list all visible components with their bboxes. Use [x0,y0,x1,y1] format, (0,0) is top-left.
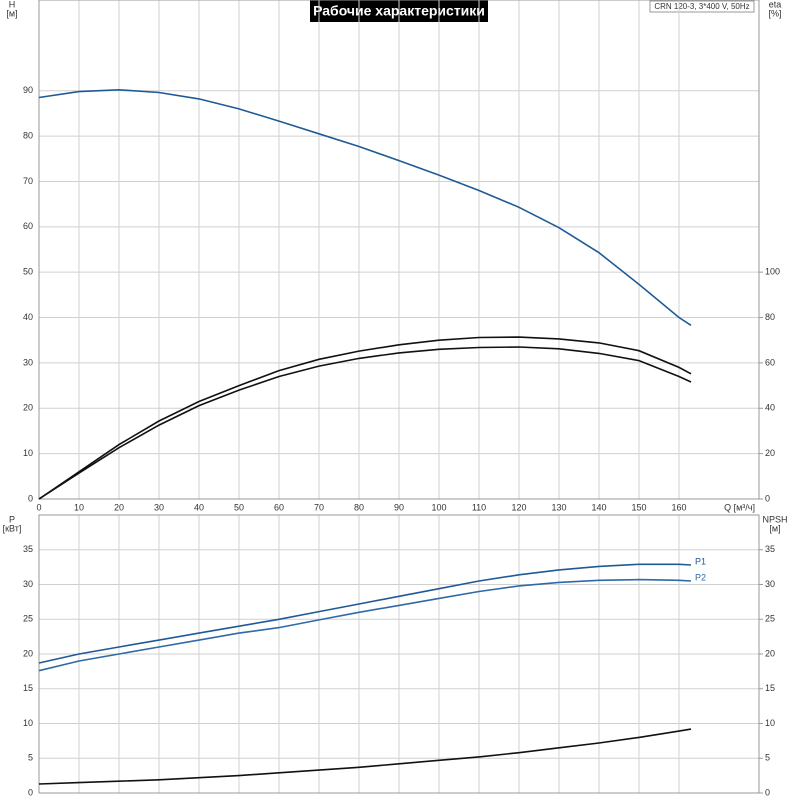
plot-frame [38,514,760,794]
y2-tick-label: 80 [765,312,775,322]
y-tick-label: 5 [28,753,33,763]
x-tick-label: 150 [631,502,646,512]
y2-tick-label: 60 [765,357,775,367]
y-tick-label: 50 [23,267,33,277]
y2-tick-label: 5 [765,753,770,763]
x-tick-label: 20 [114,502,124,512]
y-tick-label: 30 [23,579,33,589]
x-tick-label: 120 [511,502,526,512]
y-tick-label: 25 [23,614,33,624]
x-tick-label: 90 [394,502,404,512]
y2-tick-label: 10 [765,718,775,728]
curve [38,346,692,500]
x-tick-label: 160 [671,502,686,512]
note-box [649,0,755,13]
x-label: Q [м³/ч] [724,502,755,512]
y-tick-label: 35 [23,544,33,554]
y2-tick-label: 30 [765,579,775,589]
y-tick-label: 10 [23,448,33,458]
y2-tick-label: 25 [765,614,775,624]
series-label: P1 [695,556,706,566]
y2-label-unit: [%] [768,8,781,18]
y-tick-label: 0 [28,787,33,797]
x-tick-label: 70 [314,502,324,512]
y-tick-label: 0 [28,493,33,503]
y2-tick-label: 20 [765,648,775,658]
x-tick-label: 40 [194,502,204,512]
y-tick-label: 70 [23,176,33,186]
y2-tick-label: 0 [765,493,770,503]
y-tick-label: 20 [23,648,33,658]
y-tick-label: 10 [23,718,33,728]
y-tick-label: 20 [23,403,33,413]
plot-frame [38,0,760,500]
curve [38,728,692,785]
y-tick-label: 40 [23,312,33,322]
x-tick-label: 0 [36,502,41,512]
y2-tick-label: 0 [765,787,770,797]
x-tick-label: 30 [154,502,164,512]
y2-tick-label: 35 [765,544,775,554]
y-label-unit: [кВт] [3,523,22,533]
curve [38,336,692,500]
x-tick-label: 140 [591,502,606,512]
y-tick-label: 80 [23,130,33,140]
x-tick-label: 110 [472,502,486,512]
curve [38,563,692,664]
y-label: H [9,0,16,9]
x-tick-label: 80 [354,502,364,512]
x-tick-label: 50 [234,502,244,512]
curve [38,578,692,672]
y-tick-label: 30 [23,357,33,367]
series-label: P2 [695,572,706,582]
x-tick-label: 130 [551,502,566,512]
note: CRN 120-3, 3*400 V, 50Hz [654,2,749,11]
x-tick-label: 100 [431,502,446,512]
y2-tick-label: 15 [765,683,775,693]
y-label-unit: [м] [6,8,17,18]
curve [38,88,692,326]
x-tick-label: 60 [274,502,284,512]
y-tick-label: 60 [23,221,33,231]
y-tick-label: 90 [23,85,33,95]
y2-tick-label: 40 [765,403,775,413]
y-tick-label: 15 [23,683,33,693]
y2-label-unit: [м] [769,523,780,533]
y2-tick-label: 20 [765,448,775,458]
y2-label: eta [769,0,782,9]
x-tick-label: 10 [74,502,84,512]
y-label: P [9,514,15,524]
y2-tick-label: 100 [765,267,780,277]
y2-label: NPSH [762,514,787,524]
